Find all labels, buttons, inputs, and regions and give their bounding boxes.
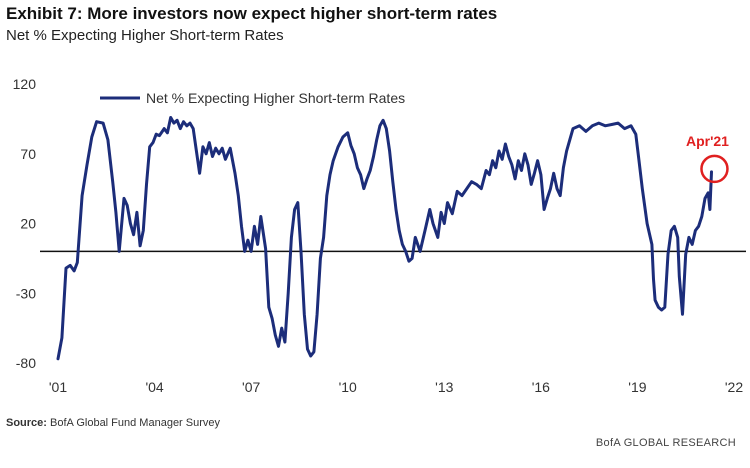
y-tick-label: -80 [16,355,36,371]
x-tick-label: '19 [628,379,646,395]
x-tick-label: '04 [145,379,163,395]
x-tick-label: '16 [532,379,550,395]
annotation-group: Apr'21 [686,133,729,184]
legend: Net % Expecting Higher Short-term Rates [100,90,405,106]
brand-label: BofA GLOBAL RESEARCH [595,437,736,449]
y-tick-label: 70 [20,146,36,162]
source-label: Source: [6,417,47,429]
annotation-label: Apr'21 [686,133,729,149]
x-tick-label: '10 [339,379,357,395]
source-note: Source: BofA Global Fund Manager Survey [6,417,220,429]
y-tick-label: 20 [20,216,36,232]
source-text: BofA Global Fund Manager Survey [50,417,221,429]
chart-title: Exhibit 7: More investors now expect hig… [6,4,498,23]
y-tick-label: -30 [16,285,36,301]
chart-subtitle: Net % Expecting Higher Short-term Rates [6,27,284,44]
legend-label: Net % Expecting Higher Short-term Rates [146,90,405,106]
series-line [56,116,713,361]
x-axis-ticks: '01 '04 '07 '10 '13 '16 '19 '22 [49,379,743,395]
highlight-circle [700,154,729,184]
x-tick-label: '13 [435,379,453,395]
series-group [56,116,713,361]
x-tick-label: '01 [49,379,67,395]
y-axis-ticks: 120 70 20 -30 -80 [13,76,37,371]
x-tick-label: '22 [725,379,743,395]
y-tick-label: 120 [13,76,37,92]
x-tick-label: '07 [242,379,260,395]
